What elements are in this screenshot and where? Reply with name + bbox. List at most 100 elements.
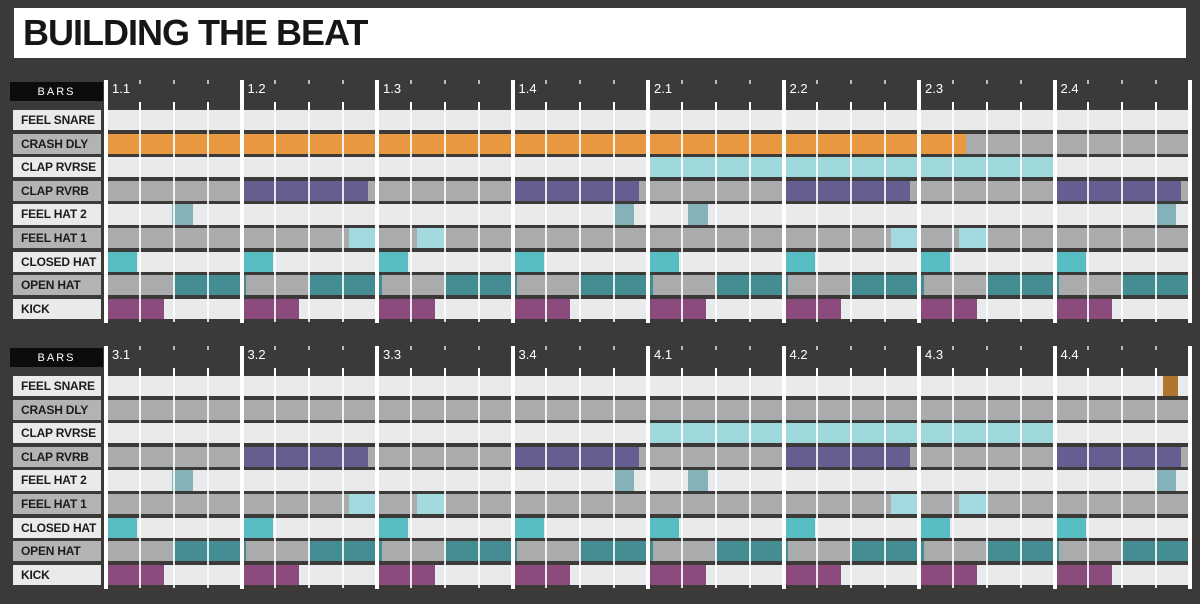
beat-tick-icon: [748, 102, 751, 110]
beat-tick-icon: [680, 368, 683, 376]
row-label-kick: KICK: [13, 298, 101, 319]
beat-tick-icon: [409, 102, 412, 110]
beat-tick-icon: [545, 368, 548, 376]
beat-tick-icon: [1019, 80, 1022, 84]
beat-tick-icon: [884, 368, 887, 376]
beat-tick-icon: [1155, 80, 1158, 84]
beat-divider-line: [342, 376, 345, 588]
beat-tick-icon: [477, 368, 480, 376]
beat-tick-icon: [1121, 80, 1124, 84]
row-label-crash-dly: CRASH DLY: [13, 133, 101, 154]
note-block-clap-rvrb: [783, 446, 910, 467]
note-block-open-hat: [919, 541, 924, 562]
bar-divider-line: [1052, 80, 1057, 323]
note-block-kick: [106, 564, 164, 585]
beat-divider-line: [714, 110, 717, 322]
beat-tick-icon: [714, 346, 717, 350]
beat-divider-line: [985, 110, 988, 322]
beat-tick-icon: [1087, 368, 1090, 376]
bar-divider-line: [781, 346, 786, 589]
beat-tick-icon: [714, 368, 717, 376]
beat-tick-icon: [138, 102, 141, 110]
beat-tick-icon: [1121, 346, 1124, 350]
beat-divider-line: [714, 376, 717, 588]
note-block-open-hat: [919, 275, 924, 296]
beat-divider-line: [138, 110, 141, 322]
beat-tick-icon: [545, 102, 548, 110]
beat-divider-line: [274, 110, 277, 322]
bar-divider-line: [917, 346, 921, 589]
note-block-closed-hat: [1054, 251, 1086, 272]
bar-divider-line: [917, 80, 921, 323]
beat-tick-icon: [274, 346, 277, 350]
beat-tick-icon: [748, 346, 751, 350]
beat-tick-icon: [342, 102, 345, 110]
note-block-closed-hat: [241, 517, 273, 538]
beat-divider-line: [172, 376, 175, 588]
beat-tick-icon: [884, 102, 887, 110]
note-block-kick: [106, 298, 164, 319]
note-block-feel-hat-2: [172, 470, 193, 491]
bar-label-1.1: 1.1: [112, 81, 131, 96]
row-label-feel-snare: FEEL SNARE: [13, 110, 101, 131]
beat-divider-line: [274, 376, 277, 588]
row-label-crash-dly: CRASH DLY: [13, 399, 101, 420]
beat-tick-icon: [138, 80, 141, 84]
note-block-open-hat: [1054, 275, 1060, 296]
bar-divider-line: [375, 80, 379, 323]
note-block-closed-hat: [783, 251, 815, 272]
bar-label-3.1: 3.1: [112, 347, 131, 362]
note-block-kick: [377, 298, 435, 319]
note-block-open-hat: [648, 275, 653, 296]
beat-tick-icon: [579, 346, 582, 350]
beat-tick-icon: [206, 346, 209, 350]
beat-tick-icon: [342, 346, 345, 350]
beat-tick-icon: [138, 368, 141, 376]
beat-tick-icon: [1155, 368, 1158, 376]
beat-tick-icon: [1019, 368, 1022, 376]
beat-tick-icon: [816, 346, 819, 350]
note-block-closed-hat: [512, 517, 544, 538]
bars-header-label: BARS: [10, 82, 103, 101]
beat-divider-line: [680, 110, 683, 322]
note-block-feel-hat-1: [890, 494, 919, 515]
beat-tick-icon: [308, 80, 311, 84]
beat-tick-icon: [613, 368, 616, 376]
beat-tick-icon: [274, 80, 277, 84]
note-block-kick: [377, 564, 435, 585]
note-block-closed-hat: [106, 251, 138, 272]
beat-divider-line: [1155, 110, 1158, 322]
row-label-feel-hat-1: FEEL HAT 1: [13, 494, 101, 515]
beat-tick-icon: [613, 346, 616, 350]
beat-divider-line: [1121, 110, 1124, 322]
beat-tick-icon: [680, 102, 683, 110]
note-block-kick: [512, 298, 571, 319]
beat-tick-icon: [172, 346, 175, 350]
bar-divider-line: [104, 80, 108, 323]
note-block-feel-hat-2: [687, 204, 708, 225]
beat-tick-icon: [172, 102, 175, 110]
beat-tick-icon: [1121, 368, 1124, 376]
note-block-open-hat: [512, 541, 518, 562]
beat-tick-icon: [545, 346, 548, 350]
note-block-kick: [1054, 298, 1113, 319]
beat-tick-icon: [951, 368, 954, 376]
note-block-kick: [241, 298, 300, 319]
beat-tick-icon: [545, 80, 548, 84]
beat-divider-line: [308, 110, 311, 322]
beat-tick-icon: [443, 80, 446, 84]
note-block-open-hat: [241, 275, 247, 296]
note-block-open-hat: [241, 541, 247, 562]
note-block-kick: [512, 564, 571, 585]
beat-tick-icon: [342, 80, 345, 84]
note-block-open-hat: [783, 275, 789, 296]
bar-label-2.4: 2.4: [1060, 81, 1079, 96]
beat-divider-line: [985, 376, 988, 588]
note-block-feel-hat-1: [890, 228, 919, 249]
beat-tick-icon: [1121, 102, 1124, 110]
beat-divider-line: [951, 376, 954, 588]
beat-tick-icon: [443, 102, 446, 110]
beat-tick-icon: [850, 102, 853, 110]
bar-divider-line: [510, 80, 515, 323]
beat-tick-icon: [308, 368, 311, 376]
